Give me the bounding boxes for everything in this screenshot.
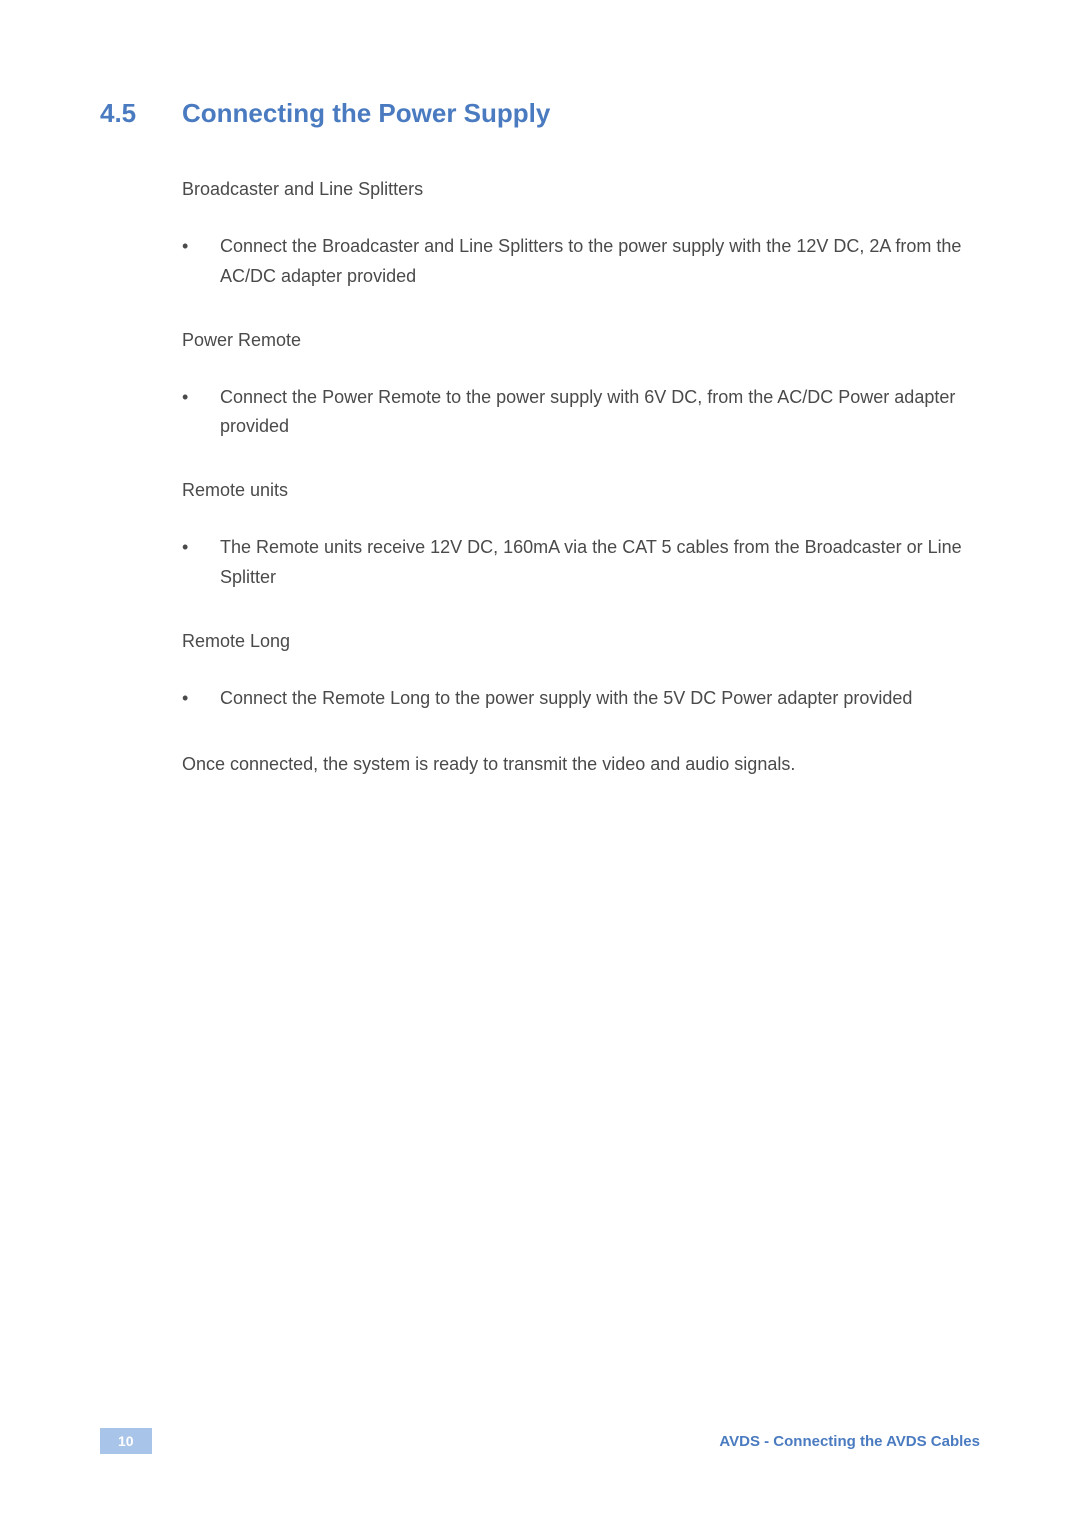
bullet-text-2: Connect the Power Remote to the power su… bbox=[220, 383, 980, 442]
footer-text: AVDS - Connecting the AVDS Cables bbox=[719, 1433, 980, 1450]
closing-text: Once connected, the system is ready to t… bbox=[182, 750, 980, 780]
bullet-text-3: The Remote units receive 12V DC, 160mA v… bbox=[220, 533, 980, 592]
bullet-item-2: • Connect the Power Remote to the power … bbox=[182, 383, 980, 442]
body-content: Broadcaster and Line Splitters • Connect… bbox=[100, 177, 980, 779]
page-number: 10 bbox=[100, 1428, 152, 1454]
bullet-text-1: Connect the Broadcaster and Line Splitte… bbox=[220, 232, 980, 291]
bullet-item-4: • Connect the Remote Long to the power s… bbox=[182, 684, 980, 714]
bullet-marker: • bbox=[182, 684, 220, 714]
bullet-item-1: • Connect the Broadcaster and Line Split… bbox=[182, 232, 980, 291]
section-heading: 4.5 Connecting the Power Supply bbox=[100, 98, 980, 129]
section-number: 4.5 bbox=[100, 98, 182, 129]
subheading-1: Broadcaster and Line Splitters bbox=[182, 177, 980, 202]
bullet-text-4: Connect the Remote Long to the power sup… bbox=[220, 684, 912, 714]
bullet-marker: • bbox=[182, 533, 220, 592]
subheading-3: Remote units bbox=[182, 478, 980, 503]
subheading-2: Power Remote bbox=[182, 328, 980, 353]
footer: 10 AVDS - Connecting the AVDS Cables bbox=[100, 1428, 980, 1454]
bullet-item-3: • The Remote units receive 12V DC, 160mA… bbox=[182, 533, 980, 592]
bullet-marker: • bbox=[182, 232, 220, 291]
page-content: 4.5 Connecting the Power Supply Broadcas… bbox=[0, 0, 1080, 779]
subheading-4: Remote Long bbox=[182, 629, 980, 654]
section-title: Connecting the Power Supply bbox=[182, 98, 550, 129]
bullet-marker: • bbox=[182, 383, 220, 442]
